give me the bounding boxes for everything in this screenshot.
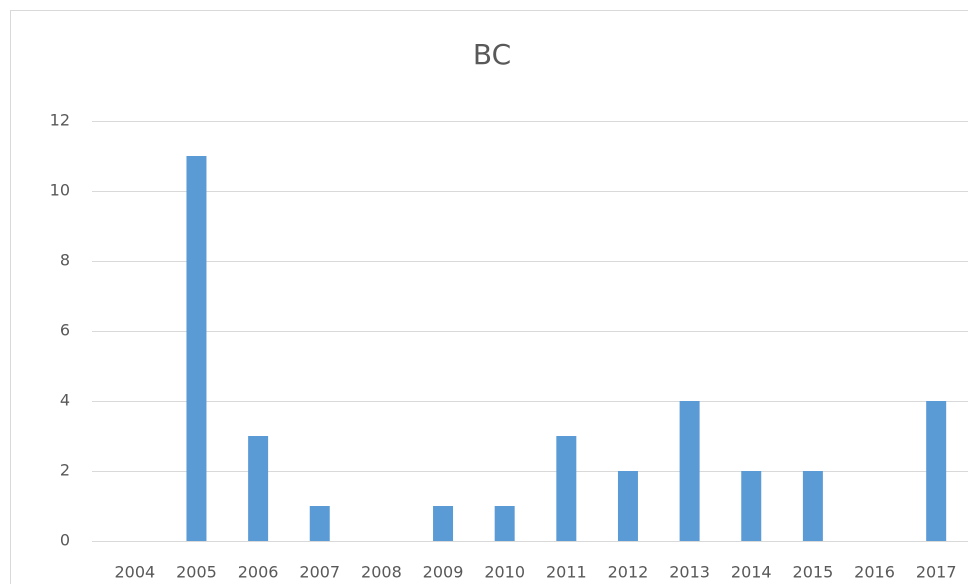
bar [617,471,638,541]
x-tick-label: 2012 [608,563,649,582]
x-tick-label: 2017 [916,563,957,582]
x-tick-label: 2007 [299,563,340,582]
y-tick-label: 6 [60,321,70,340]
bar [802,471,823,541]
bar [248,436,269,541]
chart-title: BC [473,38,511,71]
x-tick-label: 2004 [114,563,155,582]
x-tick-label: 2009 [423,563,464,582]
y-tick-label: 10 [50,181,70,200]
bar [679,401,700,541]
y-tick-label: 8 [60,251,70,270]
x-tick-label: 2006 [238,563,279,582]
y-tick-label: 0 [60,531,70,550]
x-tick-label: 2008 [361,563,402,582]
y-tick-label: 2 [60,461,70,480]
bar [433,506,454,541]
x-tick-label: 2005 [176,563,217,582]
x-tick-label: 2016 [854,563,895,582]
x-tick-label: 2011 [546,563,587,582]
bar [926,401,947,541]
bar [741,471,762,541]
bar [309,506,330,541]
x-tick-label: 2013 [669,563,710,582]
bar [556,436,577,541]
y-tick-label: 4 [60,391,70,410]
bar [186,156,207,541]
bar [494,506,515,541]
chart-frame [10,10,968,584]
x-tick-label: 2010 [484,563,525,582]
x-tick-label: 2014 [731,563,772,582]
x-tick-label: 2015 [793,563,834,582]
y-tick-label: 12 [50,111,70,130]
